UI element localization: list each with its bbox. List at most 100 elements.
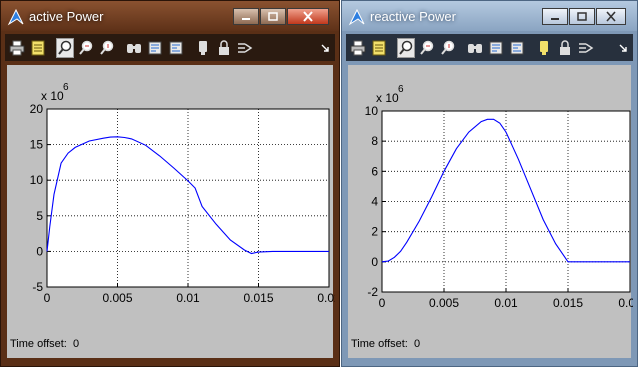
- window-title: reactive Power: [370, 9, 456, 24]
- y-tick-label: 5: [36, 209, 43, 223]
- restore-axes-button[interactable]: [167, 38, 185, 58]
- x-tick-label: 0.005: [429, 296, 459, 310]
- axes-background[interactable]: [47, 109, 329, 287]
- parameters-icon: [372, 40, 386, 55]
- parameters-icon: [31, 40, 45, 55]
- scope-toolbar: [5, 34, 335, 61]
- maximize-icon: [577, 11, 587, 21]
- zoom-icon: [399, 40, 413, 55]
- print-button[interactable]: [349, 38, 367, 58]
- restore-axes-icon: [510, 41, 524, 54]
- series-line: [381, 118, 630, 263]
- y-tick-label: -5: [32, 280, 43, 294]
- print-button[interactable]: [8, 38, 26, 58]
- zoom-y-button[interactable]: [98, 38, 116, 58]
- restore-axes-button[interactable]: [508, 38, 526, 58]
- x-tick-label: 0: [379, 296, 386, 310]
- minimize-icon: [242, 17, 250, 20]
- y-exponent-power: 6: [398, 84, 404, 95]
- scope-window-active-power[interactable]: active Power 0 0.005 0.01 0.015 0.: [0, 0, 340, 367]
- y-tick-label: 4: [371, 195, 378, 209]
- title-bar[interactable]: reactive Power: [342, 1, 637, 31]
- lock-button[interactable]: [556, 38, 574, 58]
- print-icon: [350, 40, 366, 55]
- x-tick-label: 0.01: [176, 291, 200, 305]
- minimize-button[interactable]: [233, 8, 259, 25]
- x-tick-label: 0.015: [243, 291, 273, 305]
- parameters-button[interactable]: [29, 38, 47, 58]
- y-tick-label: 2: [371, 225, 378, 239]
- toolbar-menu-arrow-icon: [321, 44, 329, 52]
- x-tick-label: 0.02: [618, 296, 633, 310]
- zoom-x-button[interactable]: [77, 38, 95, 58]
- scope-toolbar: [346, 34, 633, 61]
- close-button[interactable]: [287, 8, 329, 25]
- parameters-button[interactable]: [370, 38, 388, 58]
- simulink-app-icon: [7, 8, 24, 26]
- scope-window-reactive-power[interactable]: reactive Power 0 0.005 0.01 0.015: [341, 0, 638, 367]
- simulink-app-icon: [348, 8, 365, 26]
- save-axes-icon: [148, 41, 162, 54]
- x-tick-label: 0: [44, 291, 51, 305]
- toolbar-menu-arrow[interactable]: [321, 38, 329, 58]
- y-tick-label: 8: [371, 134, 378, 148]
- autoscale-icon: [468, 43, 482, 53]
- zoom-button[interactable]: [56, 37, 74, 58]
- caption-buttons: [233, 8, 333, 25]
- zoom-icon: [58, 40, 72, 55]
- y-tick-label: 0: [371, 255, 378, 269]
- y-exponent-label: x 10: [376, 91, 399, 105]
- y-tick-label: -2: [367, 285, 378, 299]
- lock-icon: [560, 39, 570, 55]
- series-line: [46, 136, 329, 255]
- maximize-button[interactable]: [260, 8, 286, 25]
- toolbar-menu-arrow[interactable]: [619, 38, 627, 58]
- save-axes-button[interactable]: [487, 38, 505, 58]
- zoom-x-icon: [79, 40, 93, 55]
- floating-scope-button[interactable]: [194, 38, 212, 58]
- save-axes-icon: [489, 41, 503, 54]
- signal-selection-button[interactable]: [236, 38, 254, 58]
- time-offset-value: 0: [72, 338, 80, 350]
- lock-icon: [219, 39, 229, 55]
- time-offset-value: 0: [413, 338, 421, 350]
- zoom-x-icon: [420, 40, 434, 55]
- y-exponent-power: 6: [63, 82, 69, 93]
- autoscale-icon: [127, 43, 141, 53]
- y-tick-label: 0: [36, 244, 43, 258]
- zoom-button[interactable]: [397, 37, 415, 58]
- close-button[interactable]: [596, 8, 626, 25]
- lock-button[interactable]: [215, 38, 233, 58]
- y-tick-label: 10: [365, 104, 379, 118]
- minimize-icon: [551, 17, 559, 20]
- zoom-y-button[interactable]: [439, 38, 457, 58]
- maximize-button[interactable]: [569, 8, 595, 25]
- time-offset: Time offset: 0: [10, 338, 79, 350]
- zoom-y-icon: [441, 40, 455, 55]
- print-icon: [9, 40, 25, 55]
- caption-buttons: [542, 8, 637, 25]
- floating-scope-button[interactable]: [535, 38, 553, 58]
- x-tick-label: 0.005: [102, 291, 132, 305]
- title-bar[interactable]: active Power: [1, 1, 339, 31]
- minimize-button[interactable]: [542, 8, 568, 25]
- zoom-x-button[interactable]: [418, 38, 436, 58]
- close-icon: [606, 11, 616, 22]
- time-offset-label: Time offset:: [351, 338, 408, 350]
- toolbar-menu-arrow-icon: [619, 44, 627, 52]
- zoom-y-icon: [100, 40, 114, 55]
- floating-scope-icon: [199, 40, 207, 55]
- signal-selection-icon: [238, 42, 253, 53]
- signal-selection-button[interactable]: [577, 38, 595, 58]
- y-tick-label: 15: [30, 138, 44, 152]
- autoscale-button[interactable]: [466, 38, 484, 58]
- x-tick-label: 0.01: [494, 296, 518, 310]
- autoscale-button[interactable]: [125, 38, 143, 58]
- maximize-icon: [268, 11, 278, 21]
- save-axes-button[interactable]: [146, 38, 164, 58]
- time-offset-label: Time offset:: [10, 338, 67, 350]
